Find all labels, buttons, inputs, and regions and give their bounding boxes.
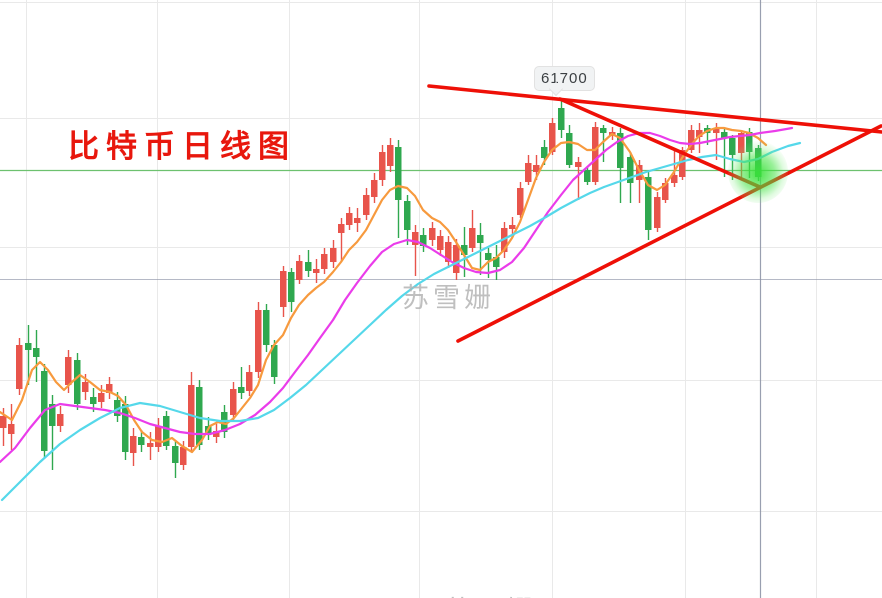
watermark-text-bottom: 苏雪姗 (444, 589, 537, 598)
candle-down (493, 257, 500, 267)
candle-up (679, 150, 686, 177)
candle-up (155, 426, 162, 447)
candle-up (696, 130, 703, 137)
candle-up (592, 127, 599, 182)
candle-up (469, 228, 476, 248)
candle-down (114, 400, 121, 416)
candle-up (387, 145, 394, 166)
candle-up (453, 245, 460, 273)
candle-up (180, 447, 187, 465)
candle-up (296, 261, 303, 280)
candle-up (82, 382, 89, 392)
candle-up (533, 165, 540, 172)
candle-up (147, 443, 154, 447)
candle-up (213, 431, 220, 437)
candle-up (280, 271, 287, 307)
candle-down (600, 128, 607, 133)
candle-up (445, 242, 452, 262)
candle-up (98, 393, 105, 402)
candle-up (246, 372, 253, 391)
candle-up (16, 345, 23, 389)
candle-down (33, 348, 40, 357)
candle-down (485, 253, 492, 260)
candle-down (541, 147, 548, 158)
candle-down (558, 108, 565, 130)
inner-descending-line (558, 97, 762, 189)
candle-up (412, 232, 419, 245)
candle-down (729, 138, 736, 155)
candle-down (645, 177, 652, 230)
candle-up (575, 162, 582, 167)
candle-down (461, 245, 468, 255)
candle-down (25, 343, 32, 350)
candle-up (429, 228, 436, 240)
upper-wedge-line (427, 84, 882, 134)
candle-down (238, 387, 245, 393)
candle-down (196, 387, 203, 445)
candle-down (627, 157, 634, 183)
candle-down (305, 262, 312, 271)
candle-down (263, 310, 270, 345)
candle-up (654, 197, 661, 228)
candle-up (130, 436, 137, 453)
candle-down (172, 446, 179, 463)
candle-up (330, 248, 337, 262)
price-tooltip: 61700 (534, 66, 595, 97)
candle-down (477, 235, 484, 243)
candle-up (379, 152, 386, 180)
candle-down (271, 345, 278, 377)
candle-up (354, 218, 361, 223)
candle-up (8, 424, 15, 434)
candle-up (662, 183, 669, 200)
candle-up (57, 414, 64, 426)
candle-down (288, 272, 295, 302)
price-tooltip-value: 61700 (541, 70, 588, 87)
candle-up (321, 254, 328, 269)
candle-up (437, 236, 444, 250)
candle-up (549, 123, 556, 152)
candle-up (65, 357, 72, 385)
candle-down (617, 133, 624, 168)
ma-fast-line (0, 126, 768, 454)
candle-down (420, 235, 427, 246)
candle-up (230, 389, 237, 415)
candle-up (338, 224, 345, 233)
candle-up (363, 195, 370, 215)
candle-down (74, 360, 81, 404)
candle-down (721, 132, 728, 138)
candle-up (688, 130, 695, 150)
candle-up (671, 175, 678, 183)
candle-up (313, 269, 320, 273)
candle-up (0, 416, 7, 428)
candle-down (138, 437, 145, 445)
candle-up (106, 384, 113, 393)
candle-down (122, 404, 129, 452)
ma-slow-line (0, 141, 802, 502)
candle-down (566, 133, 573, 165)
candle-down (755, 148, 762, 177)
candle-up (509, 225, 516, 229)
candle-down (584, 170, 591, 182)
candle-up (525, 163, 532, 182)
candle-down (49, 404, 56, 426)
candle-up (713, 128, 720, 133)
candle-down (404, 201, 411, 230)
candle-up (371, 180, 378, 197)
candle-down (90, 397, 97, 404)
candle-down (395, 147, 402, 200)
ma-mid-line (0, 126, 794, 464)
candle-up (346, 213, 353, 225)
ascending-wedge-line (456, 124, 882, 343)
candle-down (163, 416, 170, 446)
candle-up (517, 188, 524, 215)
candle-up (255, 310, 262, 372)
watermark-text: 苏雪姗 (402, 283, 495, 314)
